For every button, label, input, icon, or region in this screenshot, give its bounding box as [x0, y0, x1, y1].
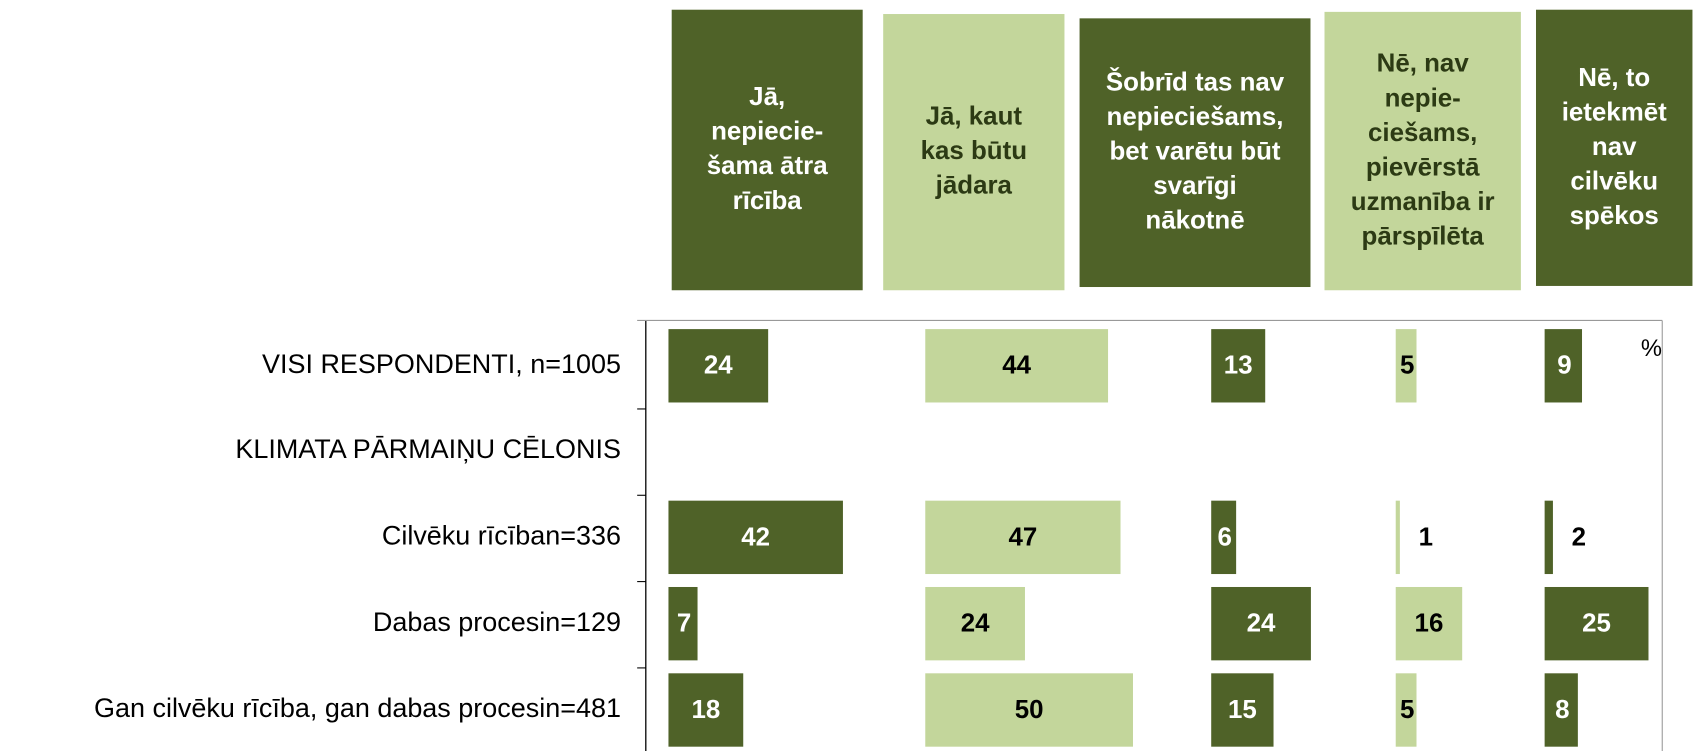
bar: [1544, 500, 1553, 575]
bar: [925, 673, 1133, 747]
value-label: 5: [1400, 352, 1414, 380]
bar: [668, 586, 698, 661]
bar: [668, 329, 769, 403]
column-header: Jā, kaut kas būtu jādara: [921, 102, 1027, 199]
unit-label: %: [1641, 336, 1662, 362]
column-header: Nē, nav nepie-ciešams, pievērstā uzmanība i…: [1351, 50, 1495, 251]
value-label: 25: [1582, 610, 1611, 638]
bar: [1211, 586, 1311, 661]
bar: [668, 673, 744, 747]
column-header: Šobrīd tas nav nepieciešams, bet varētu bū…: [1106, 66, 1285, 234]
value-label: 2: [1572, 523, 1586, 551]
column-header: Jā, nepiecie-šama ātra rīcība: [707, 83, 828, 215]
value-label: 8: [1555, 696, 1569, 724]
column-header-box: [1535, 9, 1693, 286]
bar: [925, 586, 1025, 661]
column-header-box: [883, 14, 1065, 291]
bar: [925, 329, 1109, 403]
column-header: Nē, to ietekmēt nav cilvēku spēkos: [1562, 64, 1667, 230]
bar: [668, 500, 843, 575]
value-label: 16: [1415, 610, 1444, 638]
column-header-box: [671, 9, 863, 291]
value-label: 15: [1228, 696, 1257, 724]
value-label: 24: [704, 352, 733, 380]
value-label: 24: [961, 610, 990, 638]
row-label: VISI RESPONDENTI, n=1005: [262, 349, 621, 379]
bar: [1395, 329, 1417, 403]
value-label: 47: [1009, 523, 1038, 551]
row-label: Dabas procesin=129: [373, 607, 621, 637]
row-label: Cilvēku rīcīban=336: [382, 520, 621, 550]
column-header-box: [1079, 18, 1311, 288]
value-label: 24: [1247, 610, 1276, 638]
bar: [1395, 673, 1417, 747]
bar: [1544, 329, 1583, 403]
row-label: KLIMATA PĀRMAIŅU CĒLONIS: [235, 434, 621, 464]
value-label: 18: [691, 696, 720, 724]
value-label: 42: [741, 523, 770, 551]
value-label: 5: [1400, 696, 1414, 724]
value-label: 13: [1224, 352, 1253, 380]
bar: [1211, 673, 1274, 747]
bar: [1395, 500, 1400, 575]
value-label: 6: [1218, 523, 1232, 551]
value-label: 50: [1015, 696, 1044, 724]
value-label: 44: [1002, 352, 1031, 380]
value-label: 7: [677, 610, 691, 638]
bar: [1544, 586, 1649, 661]
value-label: 9: [1557, 352, 1571, 380]
row-label: Gan cilvēku rīcība, gan dabas procesin=4…: [94, 693, 621, 723]
column-header-box: [1324, 11, 1521, 291]
value-label: 1: [1419, 523, 1433, 551]
bar: [925, 500, 1121, 575]
bar: [1211, 329, 1266, 403]
bar: [1395, 586, 1463, 661]
bar: [1211, 500, 1237, 575]
bar: [1544, 673, 1578, 747]
